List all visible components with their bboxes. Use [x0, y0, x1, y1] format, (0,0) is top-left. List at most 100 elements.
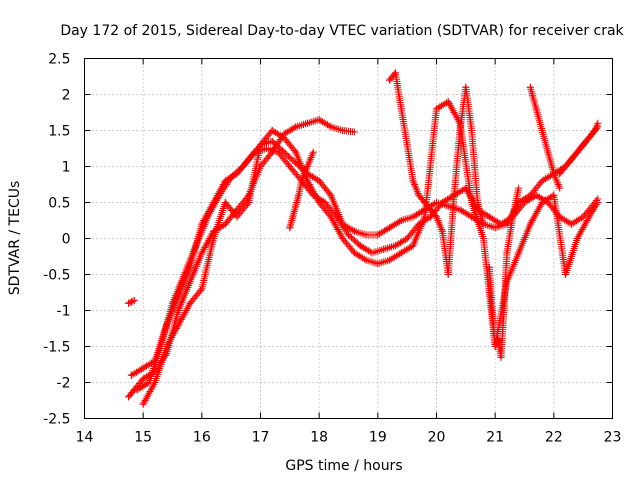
data-point: [350, 227, 358, 235]
y-tick-label: -2.5: [43, 412, 70, 428]
data-point: [509, 213, 517, 221]
data-point: [315, 116, 323, 124]
data-point: [515, 249, 523, 257]
data-point: [386, 224, 394, 232]
data-point: [327, 213, 335, 221]
data-point: [438, 227, 446, 235]
data-point: [186, 299, 194, 307]
y-axis-ticks: 2.5 2 1.5 1 0.5 0 -0.5 -1 -1.5 -2 -2.5: [43, 52, 613, 428]
data-point: [169, 299, 176, 307]
y-tick-label: 0: [62, 232, 71, 248]
data-point: [295, 191, 303, 199]
data-point: [309, 148, 317, 156]
data-point: [433, 199, 440, 206]
data-point: [444, 98, 452, 106]
data-point: [526, 83, 534, 91]
data-point: [409, 242, 417, 250]
data-point: [227, 173, 235, 181]
data-point: [494, 335, 502, 343]
data-point: [221, 220, 229, 228]
series-pass-2: [127, 123, 602, 379]
y-tick-label: -2: [57, 376, 71, 392]
data-point: [127, 371, 135, 379]
data-point: [180, 271, 188, 278]
data-point: [532, 105, 540, 113]
data-point: [292, 202, 300, 210]
y-tick-label: -1: [57, 304, 71, 320]
y-tick-label: 1.5: [48, 124, 70, 140]
data-point: [391, 242, 399, 250]
data-point: [579, 141, 587, 149]
data-point: [274, 148, 282, 156]
y-tick-label: 0.5: [48, 196, 70, 212]
data-point: [139, 375, 147, 383]
data-point: [210, 235, 218, 242]
data-point: [268, 127, 276, 134]
data-point: [403, 235, 411, 242]
series-pass-5: [286, 148, 317, 232]
data-point: [591, 127, 599, 134]
data-point: [550, 191, 558, 199]
data-point: [433, 213, 440, 221]
y-tick-label: 2.5: [48, 52, 70, 68]
data-point: [468, 127, 476, 134]
data-point: [374, 260, 382, 268]
data-point: [280, 134, 288, 142]
data-point: [497, 220, 505, 228]
data-point: [362, 231, 370, 239]
data-point: [550, 170, 558, 178]
x-tick-label: 22: [545, 430, 563, 446]
series-pass-9: [556, 119, 602, 178]
data-point: [303, 119, 311, 127]
data-point: [345, 231, 352, 239]
data-point: [491, 343, 499, 350]
data-point: [526, 220, 534, 228]
series-trail: [133, 145, 600, 394]
x-tick-label: 14: [76, 430, 94, 446]
data-point: [497, 353, 505, 361]
data-point: [139, 364, 147, 372]
data-point: [286, 224, 294, 232]
data-point: [292, 148, 300, 156]
data-point: [339, 127, 347, 134]
data-point: [289, 213, 297, 221]
data-point: [397, 217, 405, 224]
data-point: [245, 199, 253, 206]
data-point: [409, 177, 417, 185]
data-point: [280, 148, 288, 156]
data-point: [257, 141, 264, 149]
data-point: [485, 213, 493, 221]
data-point: [292, 123, 300, 131]
data-point: [544, 148, 552, 156]
data-point: [594, 199, 602, 206]
data-point: [268, 137, 276, 145]
data-point: [562, 163, 570, 170]
data-point: [562, 271, 570, 278]
series-pass-3: [133, 145, 602, 394]
data-point: [139, 400, 147, 408]
data-point: [515, 184, 523, 192]
data-point: [491, 224, 499, 232]
series-segment-a: [125, 296, 138, 307]
x-tick-label: 21: [486, 430, 504, 446]
data-point: [479, 220, 487, 228]
data-point: [215, 191, 223, 199]
data-point: [488, 307, 496, 314]
data-point: [594, 119, 602, 127]
data-point: [503, 249, 511, 257]
x-tick-label: 20: [428, 430, 446, 446]
data-point: [133, 386, 141, 394]
data-point: [315, 199, 323, 206]
data-point: [303, 163, 311, 170]
data-point: [503, 278, 511, 286]
series-pass-4: [139, 98, 602, 408]
data-series: [125, 69, 602, 408]
data-point: [427, 206, 435, 214]
series-pass-7: [485, 184, 523, 361]
series-trail: [125, 116, 356, 401]
data-point: [391, 69, 399, 77]
series-trail: [485, 186, 522, 361]
data-point: [456, 206, 464, 214]
data-point: [585, 213, 593, 221]
data-point: [573, 148, 581, 156]
